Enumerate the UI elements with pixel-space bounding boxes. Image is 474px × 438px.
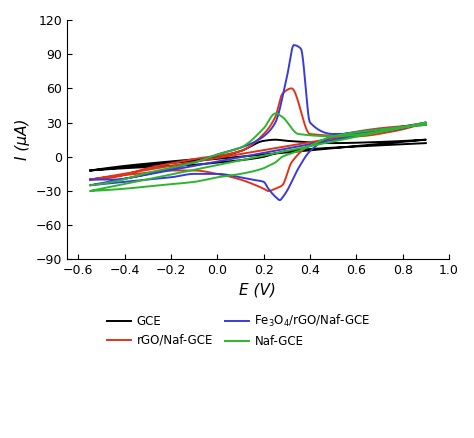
Legend: GCE, rGO/Naf-GCE, Fe$_3$O$_4$/rGO/Naf-GCE, Naf-GCE: GCE, rGO/Naf-GCE, Fe$_3$O$_4$/rGO/Naf-GC… xyxy=(102,308,375,353)
Y-axis label: I (μA): I (μA) xyxy=(15,119,30,160)
X-axis label: E (V): E (V) xyxy=(239,283,276,298)
